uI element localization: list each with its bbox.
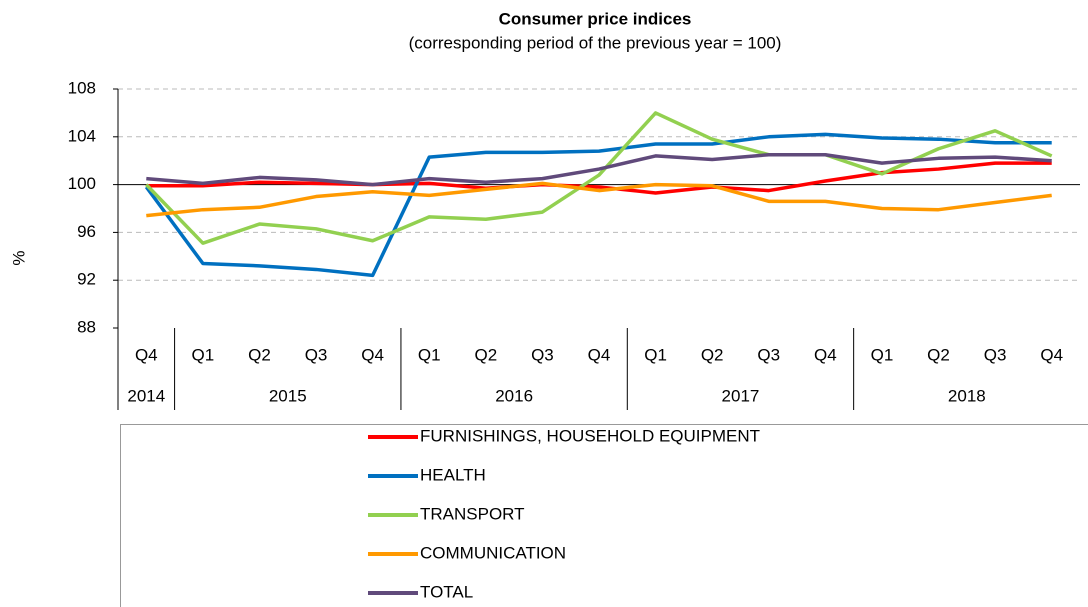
x-tick-label: Q3 xyxy=(531,345,554,364)
y-tick-label: 88 xyxy=(77,317,96,336)
series-line xyxy=(145,111,1053,245)
y-tick-label: 92 xyxy=(77,270,96,289)
x-tick-label: Q3 xyxy=(984,345,1007,364)
y-axis-label: % xyxy=(9,250,28,265)
x-tick-label: Q2 xyxy=(474,345,497,364)
chart-title: Consumer price indices xyxy=(499,9,692,28)
x-group-label: 2014 xyxy=(127,386,165,405)
x-tick-label: Q4 xyxy=(1040,345,1063,364)
y-tick-label: 104 xyxy=(68,126,96,145)
legend-label: COMMUNICATION xyxy=(420,543,566,562)
legend-label: TRANSPORT xyxy=(420,504,525,523)
x-group-label: 2017 xyxy=(722,386,760,405)
y-tick-label: 108 xyxy=(68,78,96,97)
legend-label: FURNISHINGS, HOUSEHOLD EQUIPMENT xyxy=(420,426,760,445)
chart-subtitle: (corresponding period of the previous ye… xyxy=(409,33,782,52)
x-group-label: 2016 xyxy=(495,386,533,405)
legend-label: TOTAL xyxy=(420,582,473,601)
x-tick-label: Q1 xyxy=(192,345,215,364)
legend-label: HEALTH xyxy=(420,465,486,484)
x-tick-label: Q2 xyxy=(248,345,271,364)
legend-box xyxy=(120,424,1088,607)
x-tick-label: Q4 xyxy=(588,345,611,364)
x-tick-label: Q1 xyxy=(871,345,894,364)
series-line xyxy=(146,152,1052,187)
x-group-label: 2018 xyxy=(948,386,986,405)
y-tick-label: 96 xyxy=(77,222,96,241)
x-tick-label: Q4 xyxy=(814,345,837,364)
x-tick-label: Q1 xyxy=(418,345,441,364)
y-tick-label: 100 xyxy=(68,174,96,193)
series-line xyxy=(144,132,1052,278)
x-tick-label: Q2 xyxy=(701,345,724,364)
x-tick-label: Q2 xyxy=(927,345,950,364)
x-group-label: 2015 xyxy=(269,386,307,405)
x-tick-label: Q3 xyxy=(305,345,328,364)
x-tick-label: Q4 xyxy=(135,345,158,364)
x-tick-label: Q3 xyxy=(757,345,780,364)
series-line xyxy=(146,161,1052,195)
series-line xyxy=(146,181,1052,218)
x-tick-label: Q1 xyxy=(644,345,667,364)
x-tick-label: Q4 xyxy=(361,345,384,364)
